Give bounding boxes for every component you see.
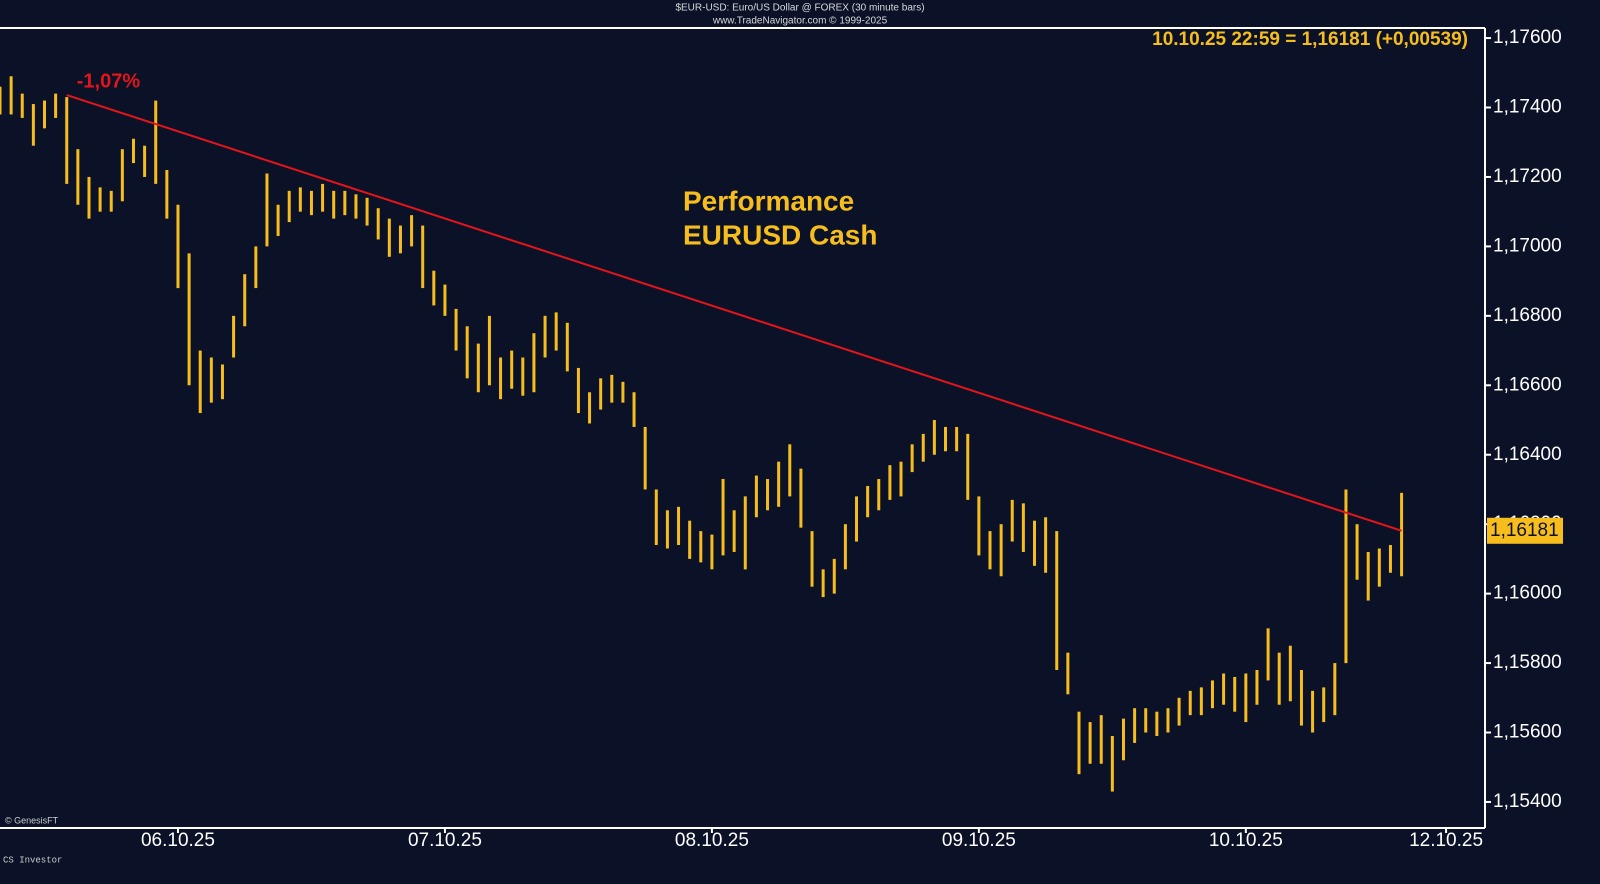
y-tick-label: 1,17400 bbox=[1493, 97, 1562, 118]
x-tick-label: 06.10.25 bbox=[141, 830, 215, 851]
trend-label: -1,07% bbox=[77, 70, 141, 92]
y-tick-label: 1,16000 bbox=[1493, 583, 1562, 604]
y-tick-label: 1,16600 bbox=[1493, 374, 1562, 395]
last-price-label: 1,16181 bbox=[1490, 520, 1559, 541]
y-tick-label: 1,17000 bbox=[1493, 235, 1562, 256]
x-tick-label: 12.10.25 bbox=[1409, 830, 1483, 851]
chart-subtitle: www.TradeNavigator.com © 1999-2025 bbox=[712, 16, 888, 27]
annotation: Performance bbox=[683, 185, 854, 216]
y-tick-label: 1,17200 bbox=[1493, 166, 1562, 187]
x-tick-label: 07.10.25 bbox=[408, 830, 482, 851]
y-tick-label: 1,16400 bbox=[1493, 444, 1562, 465]
x-tick-label: 08.10.25 bbox=[675, 830, 749, 851]
y-tick-label: 1,15400 bbox=[1493, 791, 1562, 812]
x-tick-label: 09.10.25 bbox=[942, 830, 1016, 851]
price-readout: 10.10.25 22:59 = 1,16181 (+0,00539) bbox=[1152, 29, 1468, 50]
footer: CS Investor bbox=[3, 855, 62, 865]
chart-title: $EUR-USD: Euro/US Dollar @ FOREX (30 min… bbox=[675, 3, 924, 14]
footer: © GenesisFT bbox=[5, 815, 59, 825]
y-tick-label: 1,16800 bbox=[1493, 305, 1562, 326]
annotation: EURUSD Cash bbox=[683, 219, 877, 250]
y-tick-label: 1,15600 bbox=[1493, 722, 1562, 743]
last-price-box bbox=[1487, 517, 1563, 544]
trendline bbox=[66, 94, 1402, 532]
y-tick-label: 1,17600 bbox=[1493, 27, 1562, 48]
x-tick-label: 10.10.25 bbox=[1209, 830, 1283, 851]
y-tick-label: 1,15800 bbox=[1493, 652, 1562, 673]
